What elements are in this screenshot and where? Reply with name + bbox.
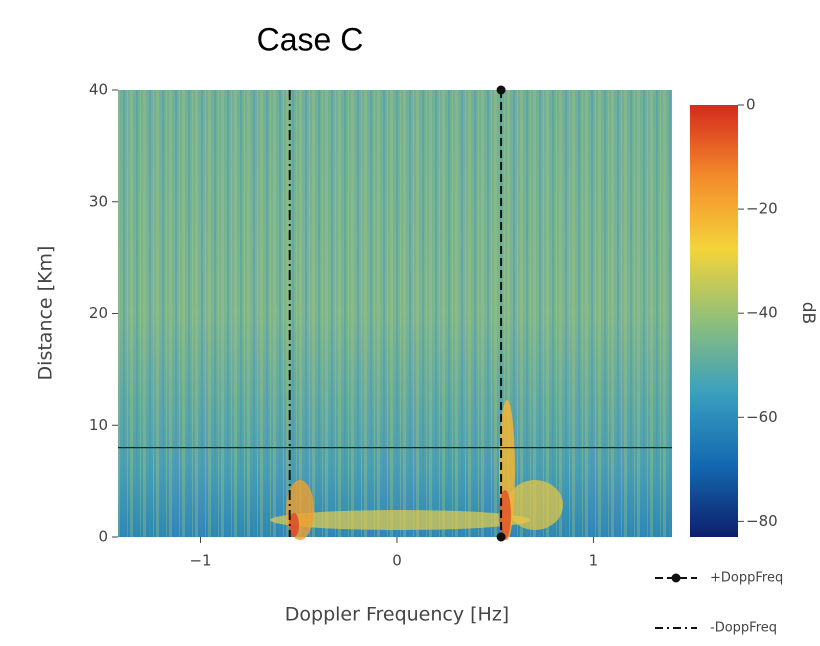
- y-axis-label: Distance [Km]: [35, 246, 57, 381]
- y-tick-label: 40: [89, 81, 108, 99]
- y-tick-label: 10: [89, 416, 108, 434]
- y-tick-label: 30: [89, 192, 108, 210]
- x-tick-label: 1: [589, 552, 599, 570]
- colorbar-tick-label: −20: [746, 200, 778, 218]
- y-tick-label: 0: [98, 528, 108, 546]
- marker: [496, 532, 506, 542]
- legend-label: -DoppFreq: [710, 621, 777, 636]
- legend-label: +DoppFreq: [710, 571, 783, 586]
- legend-marker: [671, 573, 681, 583]
- marker: [496, 85, 506, 95]
- x-axis-label: Doppler Frequency [Hz]: [285, 604, 509, 626]
- y-tick-label: 20: [89, 304, 108, 322]
- colorbar-tick-label: −40: [746, 304, 778, 322]
- colorbar-tick-label: −60: [746, 408, 778, 426]
- colorbar-tick-label: −80: [746, 512, 778, 530]
- heatmap-texture: [118, 90, 672, 540]
- x-tick-label: −1: [189, 552, 211, 570]
- colorbar-label: dB: [798, 302, 818, 324]
- chart-title: Case C: [257, 21, 364, 57]
- colorbar-tick-label: 0: [746, 96, 756, 114]
- colorbar: [690, 105, 738, 537]
- x-tick-label: 0: [392, 552, 402, 570]
